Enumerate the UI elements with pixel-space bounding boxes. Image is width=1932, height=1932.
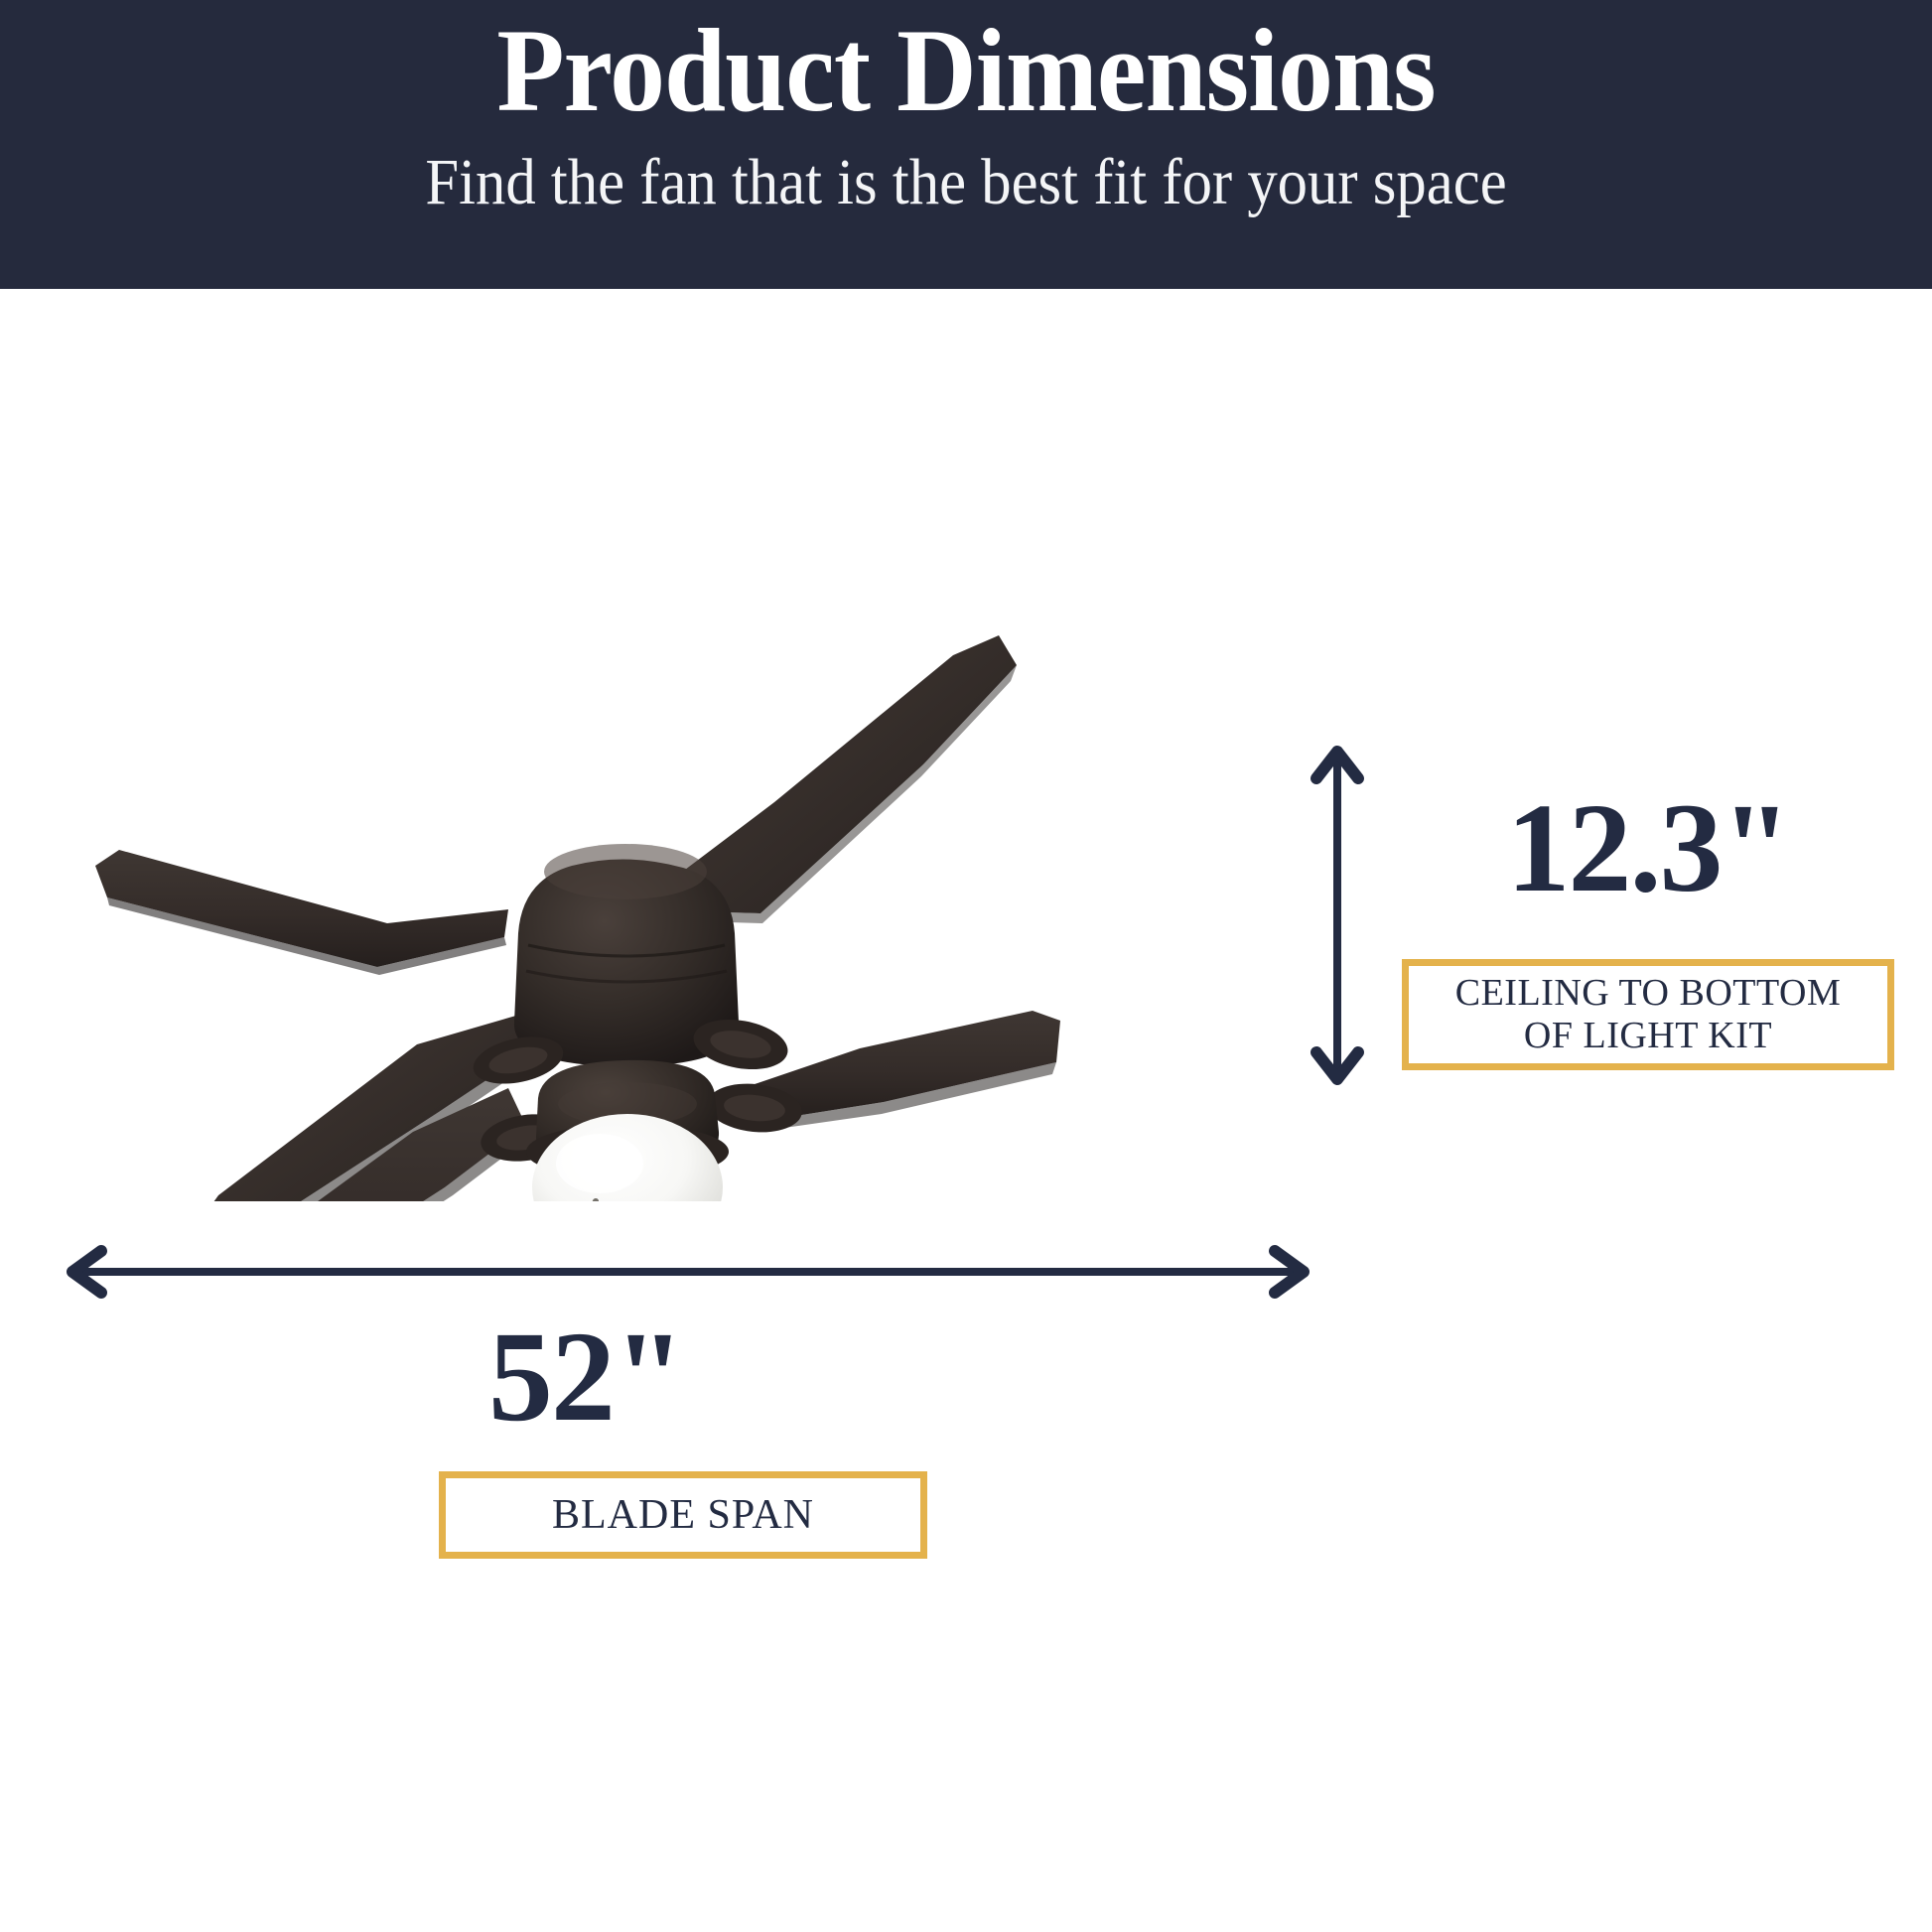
height-dimension-value: 12.3" (1506, 777, 1791, 918)
span-dimension-value: 52" (487, 1306, 685, 1449)
height-dimension-label-box: CEILING TO BOTTOM OF LIGHT KIT (1402, 959, 1894, 1070)
fan-blade-brackets (473, 1019, 802, 1162)
height-dimension-label: CEILING TO BOTTOM OF LIGHT KIT (1454, 972, 1842, 1056)
span-dimension-arrow (62, 1243, 1314, 1301)
page-subtitle: Find the fan that is the best fit for yo… (425, 146, 1507, 218)
span-dimension-label: BLADE SPAN (551, 1491, 814, 1538)
fan-light-globe (526, 1114, 729, 1201)
height-dimension-arrow (1309, 743, 1366, 1088)
span-dimension-label-box: BLADE SPAN (439, 1471, 927, 1559)
fan-blade-left (213, 1013, 548, 1201)
ceiling-fan-illustration (60, 596, 1062, 1201)
header-band: Product Dimensions Find the fan that is … (0, 0, 1932, 289)
page-title: Product Dimensions (496, 4, 1436, 136)
fan-motor-housing (513, 844, 739, 1066)
fan-blade-upper-right (685, 635, 1017, 923)
fan-blade-right (755, 1011, 1060, 1130)
fan-blade-upper-left (95, 850, 508, 975)
